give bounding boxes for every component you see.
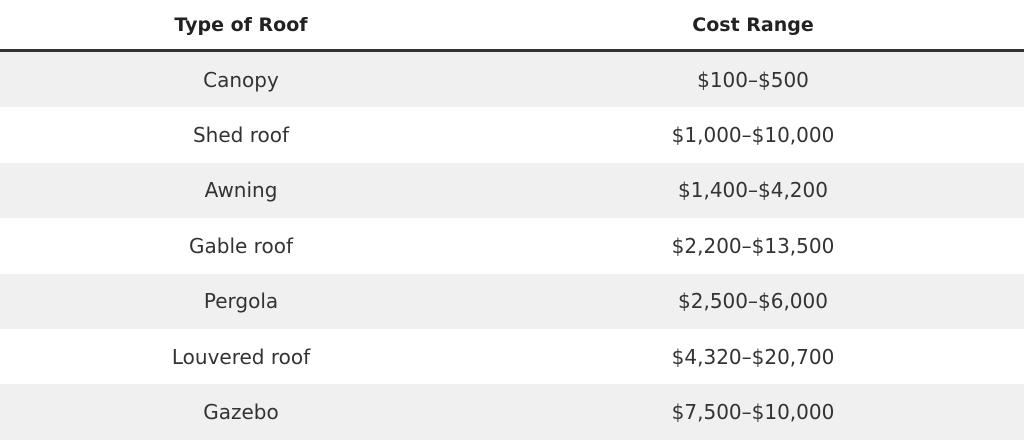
cost-range-cell: $7,500–$10,000 — [482, 384, 1024, 440]
roof-type-cell: Louvered roof — [171, 344, 311, 369]
cost-range-cell: $2,200–$13,500 — [671, 233, 835, 258]
roof-type-cell: Awning — [0, 162, 482, 219]
table-row: Shed roof $1,000–$10,000 — [0, 107, 1024, 162]
table-row: Canopy $100–$500 — [0, 50, 1024, 108]
cost-range-cell: $2,500–$6,000 — [482, 273, 1024, 329]
roof-type-cell: Gazebo — [0, 384, 482, 440]
table-row: Louvered roof $4,320–$20,700 — [0, 329, 1024, 384]
column-header: Type of Roof — [0, 0, 482, 52]
cost-range-cell: $4,320–$20,700 — [671, 344, 835, 369]
header-row: Type of Roof Cost Range — [0, 0, 1024, 52]
roof-type-cell: Pergola — [0, 273, 482, 329]
table-row: Gable roof $2,200–$13,500 — [0, 218, 1024, 273]
table-row: Gazebo $7,500–$10,000 — [0, 384, 1024, 440]
cost-range-cell: $100–$500 — [482, 50, 1024, 108]
roof-type-cell: Shed roof — [192, 123, 290, 148]
column-header: Cost Range — [482, 0, 1024, 52]
table-row: Awning $1,400–$4,200 — [0, 162, 1024, 219]
table-body: Canopy $100–$500 Shed roof $1,000–$10,000 Aw… — [0, 50, 1024, 440]
cost-range-cell: $1,400–$4,200 — [482, 162, 1024, 219]
cost-range-cell: $1,000–$10,000 — [671, 123, 835, 148]
table-header: Type of Roof Cost Range — [0, 0, 1024, 52]
roof-type-cell: Canopy — [0, 50, 482, 108]
table-row: Pergola $2,500–$6,000 — [0, 273, 1024, 329]
roof-type-cell: Gable roof — [189, 233, 293, 258]
